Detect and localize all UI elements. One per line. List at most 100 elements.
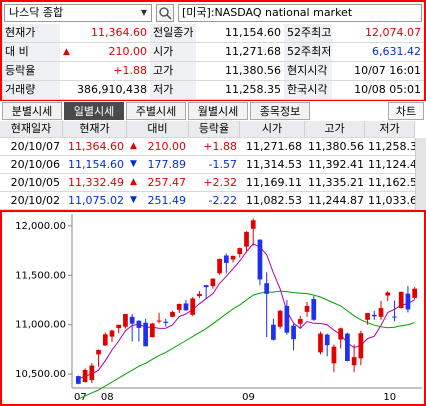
table-cell: 11,332.49 bbox=[63, 174, 127, 192]
info-value: 11,380.56 bbox=[196, 62, 284, 81]
table-cell: -1.57 bbox=[189, 156, 240, 174]
table-cell: 20/10/05 bbox=[0, 174, 63, 192]
cell-text: 11,244.87 bbox=[308, 194, 364, 207]
cell-text: 11,124.45 bbox=[368, 158, 415, 171]
info-value: 11,364.60 bbox=[60, 24, 150, 43]
info-label: 대 비 bbox=[2, 43, 60, 62]
candle-body bbox=[284, 305, 290, 333]
table-cell: ▼ 251.49 bbox=[127, 192, 189, 210]
tab[interactable]: 분별시세 bbox=[2, 102, 62, 120]
cell-text: 11,314.53 bbox=[246, 158, 302, 171]
column-header: 대비 bbox=[127, 121, 189, 138]
candle-body bbox=[102, 334, 108, 346]
candle-body bbox=[365, 313, 370, 320]
cell-text: 11,169.11 bbox=[246, 176, 302, 189]
column-header: 고가 bbox=[305, 121, 365, 138]
cell-text: 11,033.69 bbox=[368, 194, 415, 207]
market-select[interactable]: 나스닥 종합 ▼ bbox=[4, 4, 152, 22]
x-tick-label: 09 bbox=[242, 392, 255, 403]
table-cell: 11,162.52 bbox=[365, 174, 415, 192]
table-cell: 11,271.68 bbox=[240, 138, 305, 156]
candle-body bbox=[250, 220, 256, 229]
candle-body bbox=[331, 346, 337, 364]
info-label: 거래량 bbox=[2, 81, 60, 100]
table-cell: 11,244.87 bbox=[305, 192, 365, 210]
moving-average-line bbox=[78, 290, 415, 400]
cell-text: +1.88 bbox=[203, 140, 237, 153]
cell-text: 11,258.35 bbox=[225, 83, 281, 96]
candle-body bbox=[183, 303, 189, 311]
tab[interactable]: 주별시세 bbox=[126, 102, 186, 120]
chart-button[interactable]: 차트 bbox=[388, 102, 424, 120]
cell-text: +2.32 bbox=[203, 176, 237, 189]
table-cell: 11,154.60 bbox=[63, 156, 127, 174]
cell-text: 고가 bbox=[153, 64, 174, 77]
info-label: 시가 bbox=[150, 43, 196, 62]
cell-text: 11,380.56 bbox=[225, 64, 281, 77]
table-cell: 11,082.53 bbox=[240, 192, 305, 210]
table-cell: 11,033.69 bbox=[365, 192, 415, 210]
candle-body bbox=[311, 299, 317, 320]
table-cell: 20/10/06 bbox=[0, 156, 63, 174]
cell-text: 251.49 bbox=[147, 194, 187, 207]
search-button[interactable] bbox=[156, 4, 174, 22]
candle-body bbox=[109, 330, 115, 337]
table-cell: ▼ 177.89 bbox=[127, 156, 189, 174]
info-value: 10/07 16:01 bbox=[332, 62, 424, 81]
info-label: 현재가 bbox=[2, 24, 60, 43]
cell-text: 12,074.07 bbox=[365, 26, 421, 39]
cell-text: 등락율 bbox=[5, 64, 36, 77]
candle-body bbox=[136, 320, 142, 328]
table-cell: +1.88 bbox=[189, 138, 240, 156]
tab[interactable]: 월별시세 bbox=[188, 102, 248, 120]
info-label: 저가 bbox=[150, 81, 196, 100]
table-cell: 11,364.60 bbox=[63, 138, 127, 156]
table-cell: 20/10/07 bbox=[0, 138, 63, 156]
table-cell: ▲ 210.00 bbox=[127, 138, 189, 156]
cell-text: 386,910,438 bbox=[77, 83, 147, 96]
candle-body bbox=[405, 293, 411, 310]
cell-text: -2.22 bbox=[208, 194, 237, 207]
candle-body bbox=[324, 334, 330, 346]
cell-text: 20/10/07 bbox=[10, 140, 60, 153]
info-value: +1.88 bbox=[60, 62, 150, 81]
column-header: 등락율 bbox=[189, 121, 240, 138]
table-cell: 20/10/02 bbox=[0, 192, 63, 210]
candle-body bbox=[257, 239, 263, 280]
candle-body bbox=[230, 255, 236, 260]
cell-text: 257.47 bbox=[147, 176, 187, 189]
top-panel bbox=[0, 0, 426, 101]
info-table: 현재가 11,364.60 전일종가 11,154.60 52주최고 12,074.07 대… bbox=[2, 24, 424, 100]
candle-body bbox=[116, 324, 122, 329]
cell-text: 11,082.53 bbox=[246, 194, 302, 207]
column-header: 현재가 bbox=[63, 121, 127, 138]
candle-body bbox=[217, 258, 222, 274]
cell-text: 전일종가 bbox=[153, 26, 194, 39]
candle-body bbox=[385, 292, 391, 296]
candle-body bbox=[176, 303, 182, 310]
cell-text: 11,162.52 bbox=[368, 176, 415, 189]
market-name: [미국]:NASDAQ national market bbox=[178, 4, 422, 22]
candle-body bbox=[392, 316, 397, 318]
table-cell: 11,124.45 bbox=[365, 156, 415, 174]
cell-text: 11,335.21 bbox=[308, 176, 364, 189]
cell-text: 11,392.41 bbox=[308, 158, 364, 171]
cell-text: 11,154.60 bbox=[68, 158, 124, 171]
candle-body bbox=[237, 248, 243, 255]
change-arrow: ▲ bbox=[130, 141, 137, 151]
table-cell: +2.32 bbox=[189, 174, 240, 192]
table-cell: -2.22 bbox=[189, 192, 240, 210]
change-arrow: ▼ bbox=[130, 159, 137, 169]
tab[interactable]: 종목정보 bbox=[250, 102, 310, 120]
info-label: 52주최고 bbox=[284, 24, 332, 43]
cell-text: 11,271.68 bbox=[225, 45, 281, 58]
info-value: 6,631.42 bbox=[332, 43, 424, 62]
cell-text: 11,271.68 bbox=[246, 140, 302, 153]
cell-text: 11,075.02 bbox=[68, 194, 124, 207]
candle-body bbox=[338, 328, 344, 340]
tab[interactable]: 일별시세 bbox=[64, 102, 124, 120]
candle-body bbox=[378, 308, 384, 317]
table-cell: 11,380.56 bbox=[305, 138, 365, 156]
